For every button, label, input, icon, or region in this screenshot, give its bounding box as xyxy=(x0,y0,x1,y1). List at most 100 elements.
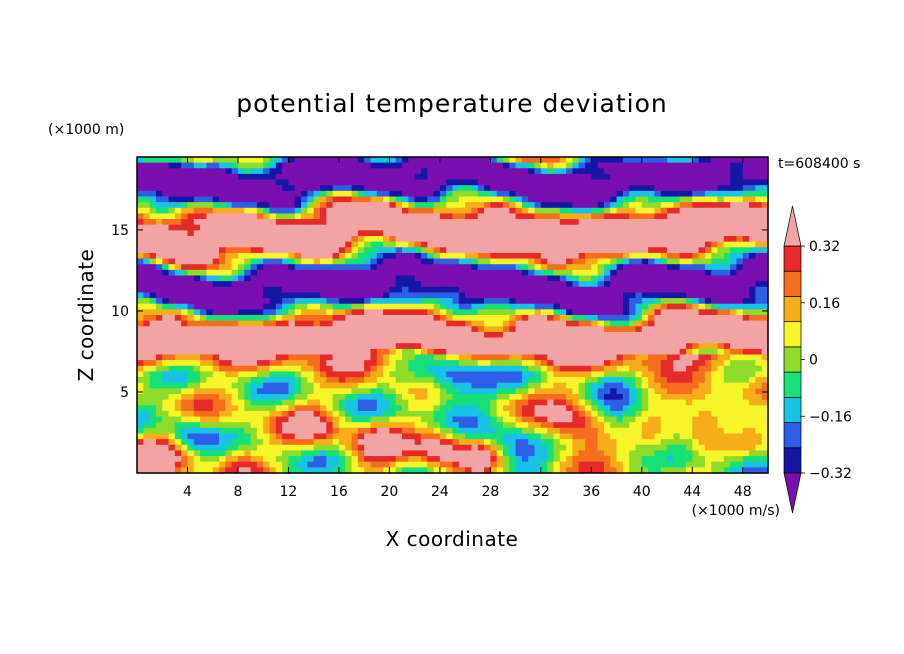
heatmap-cell xyxy=(225,348,233,356)
heatmap-cell xyxy=(345,348,353,356)
heatmap-cell xyxy=(162,399,170,406)
heatmap-cell xyxy=(319,213,327,220)
heatmap-cell xyxy=(439,382,447,389)
heatmap-cell xyxy=(149,252,157,260)
heatmap-cell xyxy=(723,422,731,429)
heatmap-cell xyxy=(692,337,700,344)
heatmap-cell xyxy=(496,416,504,423)
heatmap-cell xyxy=(585,286,592,294)
heatmap-cell xyxy=(345,326,353,333)
heatmap-cell xyxy=(471,281,479,288)
heatmap-cell xyxy=(578,298,586,305)
heatmap-cell xyxy=(155,360,163,367)
heatmap-cell xyxy=(465,303,473,310)
heatmap-cell xyxy=(540,303,548,310)
heatmap-cell xyxy=(452,326,460,333)
heatmap-cell xyxy=(237,286,245,294)
heatmap-cell xyxy=(231,360,239,367)
heatmap-cell xyxy=(477,236,485,243)
heatmap-cell xyxy=(635,247,643,254)
heatmap-cell xyxy=(458,247,466,254)
heatmap-cell xyxy=(673,382,681,389)
heatmap-cell xyxy=(168,320,176,327)
heatmap-cell xyxy=(149,331,157,339)
heatmap-cell xyxy=(326,388,334,395)
heatmap-cell xyxy=(679,377,687,384)
heatmap-cell xyxy=(465,275,473,282)
heatmap-cell xyxy=(698,179,706,186)
heatmap-cell xyxy=(660,331,668,339)
heatmap-cell xyxy=(288,394,296,401)
heatmap-cell xyxy=(471,269,479,277)
heatmap-cell xyxy=(591,213,599,220)
heatmap-cell xyxy=(244,348,252,356)
heatmap-cell xyxy=(256,179,264,186)
heatmap-cell xyxy=(219,247,226,254)
heatmap-cell xyxy=(484,394,491,401)
heatmap-cell xyxy=(515,331,523,339)
heatmap-cell xyxy=(389,179,397,186)
heatmap-cell xyxy=(244,264,252,271)
heatmap-cell xyxy=(307,360,315,367)
heatmap-cell xyxy=(458,275,466,282)
heatmap-cell xyxy=(667,315,674,322)
heatmap-cell xyxy=(244,337,252,344)
heatmap-cell xyxy=(547,236,555,243)
heatmap-cell xyxy=(597,207,605,215)
heatmap-cell xyxy=(256,303,264,310)
heatmap-cell xyxy=(237,213,245,220)
heatmap-cell xyxy=(219,394,226,401)
heatmap-cell xyxy=(597,185,605,192)
heatmap-cell xyxy=(730,196,738,203)
heatmap-cell xyxy=(288,388,296,395)
heatmap-cell xyxy=(547,213,555,220)
heatmap-cell xyxy=(509,371,517,378)
heatmap-cell xyxy=(692,241,700,248)
heatmap-cell xyxy=(212,230,220,237)
heatmap-cell xyxy=(755,236,763,243)
heatmap-cell xyxy=(319,196,327,203)
heatmap-cell xyxy=(174,168,182,175)
heatmap-cell xyxy=(338,433,346,440)
heatmap-cell xyxy=(622,236,630,243)
heatmap-cell xyxy=(509,320,517,327)
heatmap-cell xyxy=(622,190,630,198)
heatmap-cell xyxy=(622,433,630,440)
heatmap-cell xyxy=(206,168,214,175)
heatmap-cell xyxy=(761,190,769,198)
heatmap-cell xyxy=(395,185,403,192)
heatmap-cell xyxy=(660,354,668,361)
heatmap-cell xyxy=(237,269,245,277)
heatmap-cell xyxy=(162,382,170,389)
heatmap-cell xyxy=(667,326,674,333)
heatmap-cell xyxy=(376,179,384,186)
heatmap-cell xyxy=(275,213,283,220)
heatmap-cell xyxy=(225,405,233,412)
heatmap-cell xyxy=(458,427,466,435)
heatmap-cell xyxy=(301,258,308,265)
heatmap-cell xyxy=(641,416,649,423)
heatmap-cell xyxy=(730,292,738,299)
heatmap-cell xyxy=(282,236,290,243)
heatmap-cell xyxy=(521,377,529,384)
heatmap-cell xyxy=(168,157,176,164)
heatmap-cell xyxy=(307,433,315,440)
heatmap-cell xyxy=(578,190,586,198)
heatmap-cell xyxy=(200,213,208,220)
heatmap-cell xyxy=(332,377,340,384)
heatmap-cell xyxy=(597,388,605,395)
heatmap-cell xyxy=(484,427,491,435)
heatmap-cell xyxy=(357,360,365,367)
heatmap-cell xyxy=(439,264,447,271)
heatmap-cell xyxy=(641,292,649,299)
heatmap-cell xyxy=(616,337,624,344)
heatmap-cell xyxy=(364,258,372,265)
heatmap-cell xyxy=(414,298,422,305)
heatmap-cell xyxy=(427,258,435,265)
heatmap-cell xyxy=(521,252,529,260)
heatmap-cell xyxy=(742,269,750,277)
heatmap-cell xyxy=(427,416,435,423)
heatmap-cell xyxy=(427,275,435,282)
heatmap-cell xyxy=(162,427,170,435)
heatmap-cell xyxy=(685,190,693,198)
